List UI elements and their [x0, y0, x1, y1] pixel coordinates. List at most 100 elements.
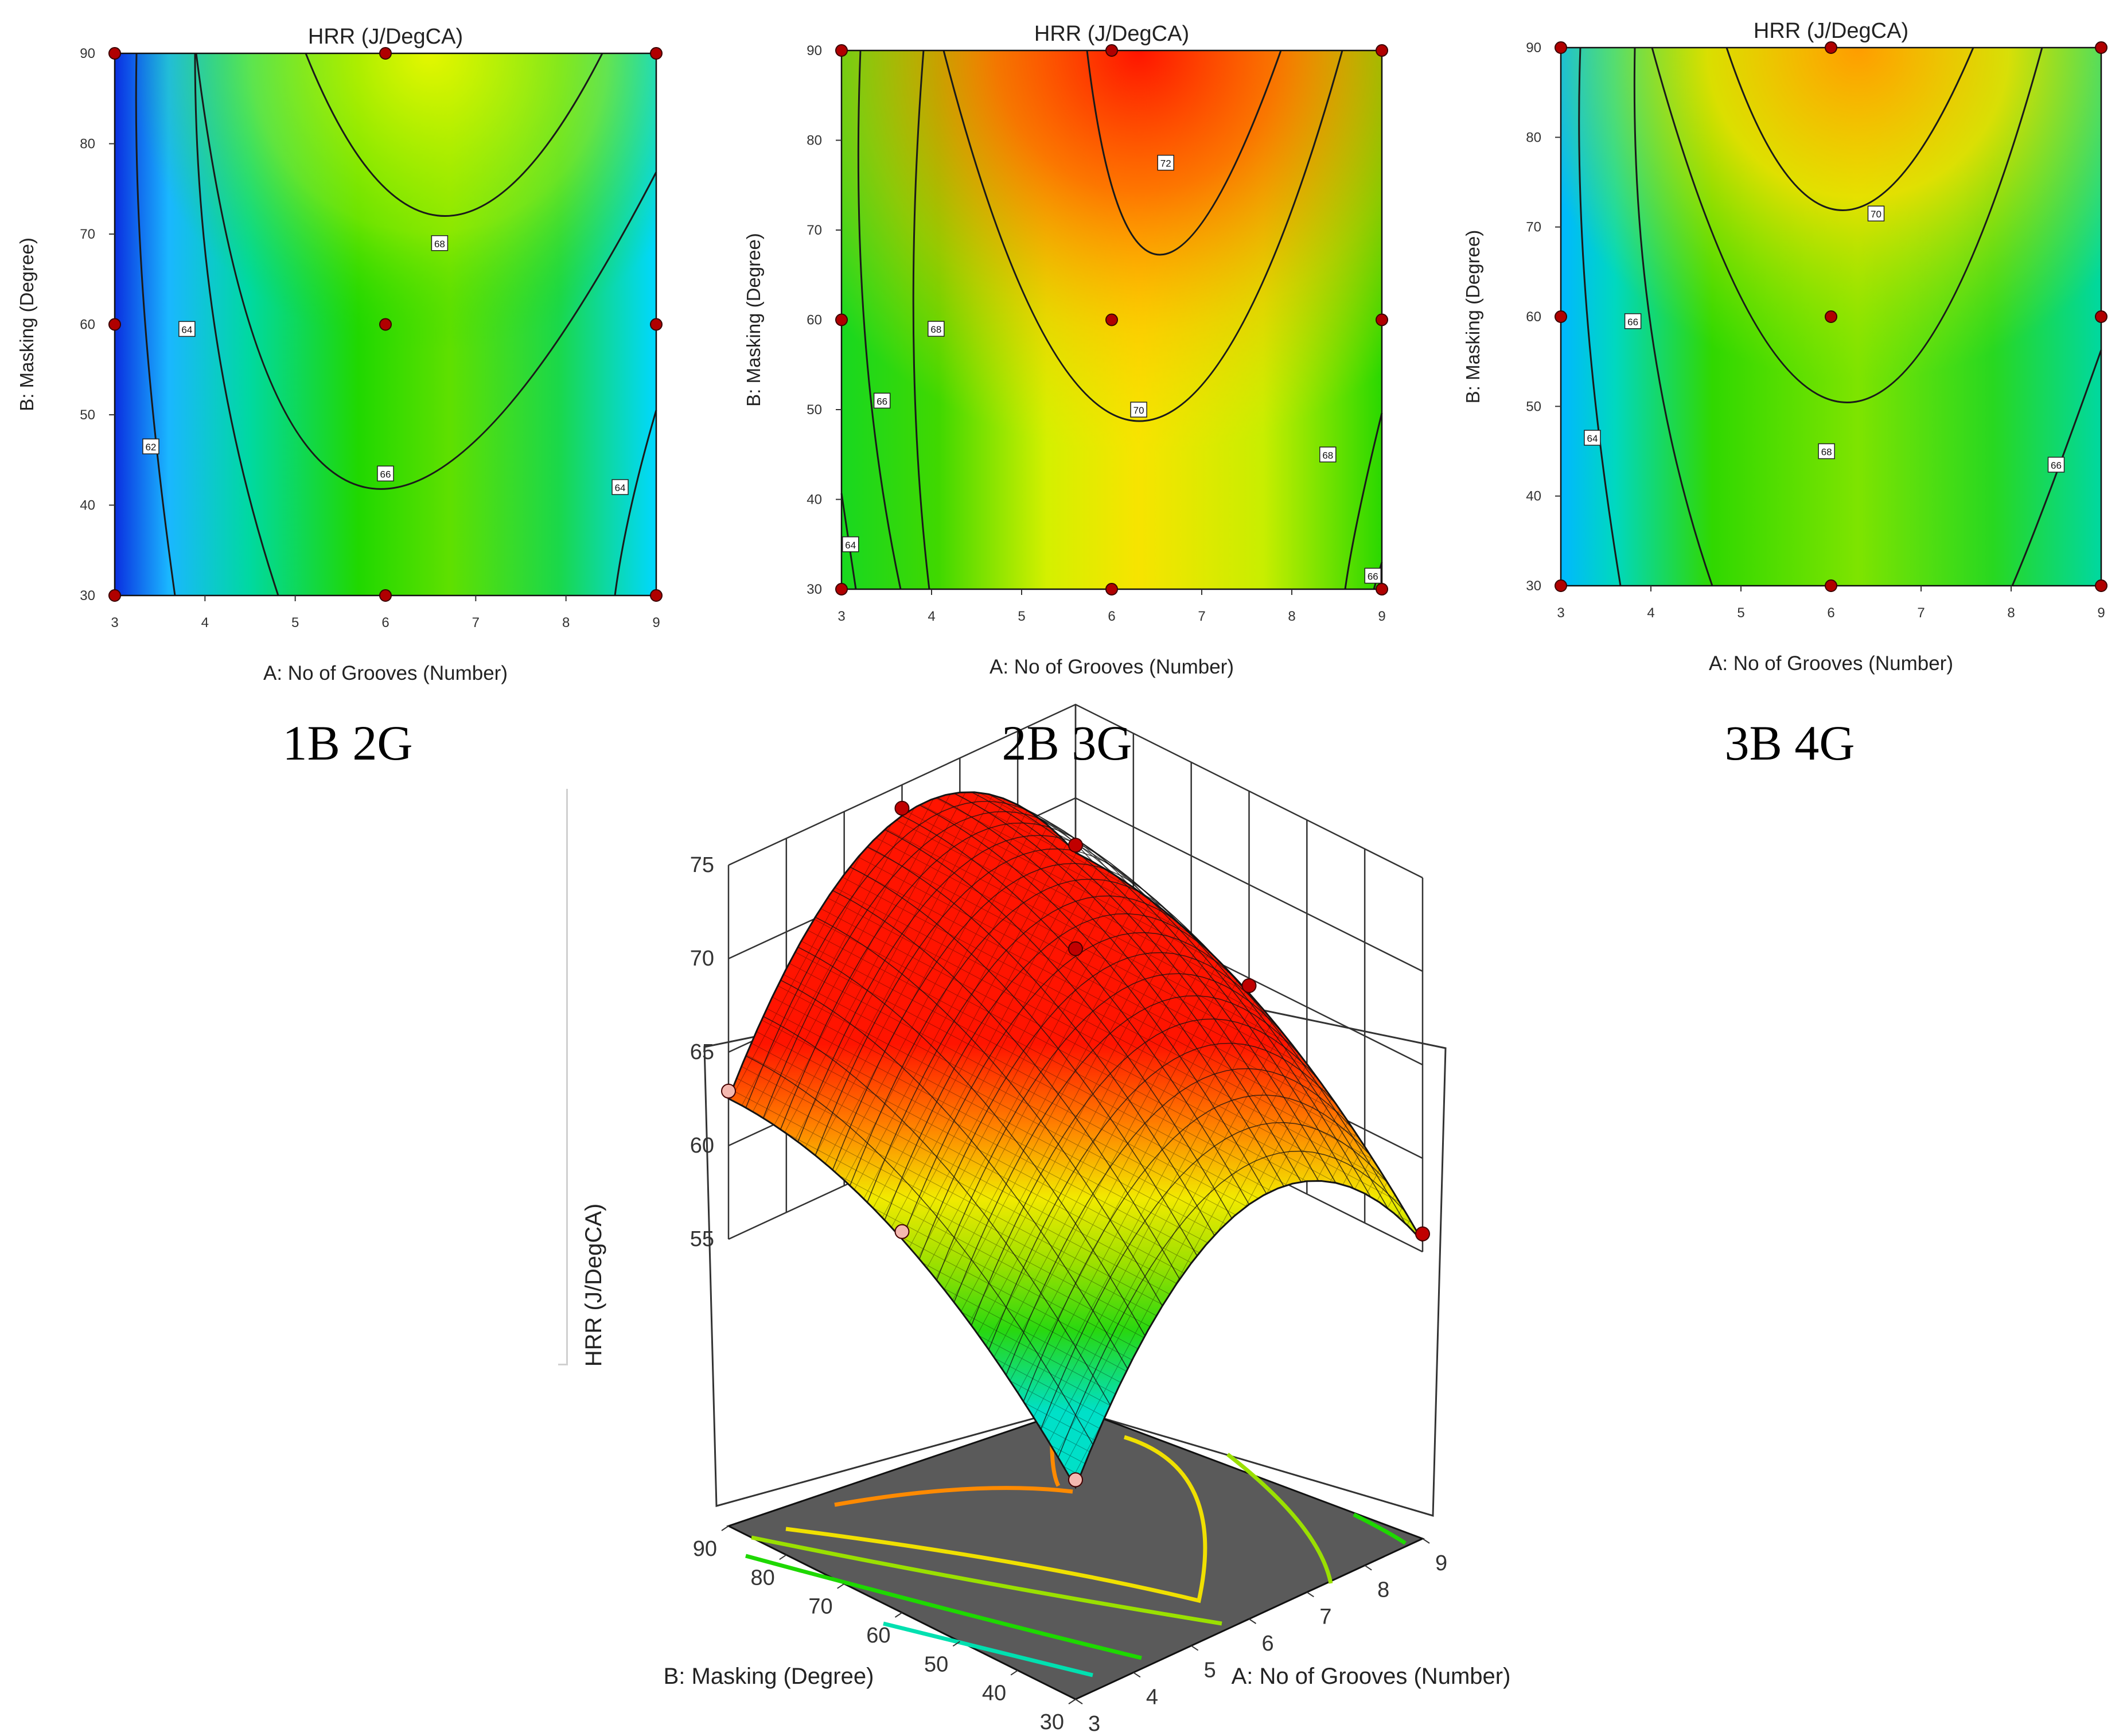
contour-label-box	[873, 392, 891, 409]
y-tick-label: 60	[807, 313, 822, 328]
y-axis-label: B: Masking (Degree)	[664, 1664, 874, 1689]
y-tick-label: 30	[80, 588, 95, 604]
x-axis-label: A: No of Grooves (Number)	[990, 656, 1234, 678]
contour-label: 66	[2051, 460, 2062, 471]
x-tick-label: 3	[837, 609, 845, 624]
contour-line	[1086, 50, 1282, 256]
mesh-line	[867, 895, 1215, 1203]
y-tick-label: 90	[807, 43, 822, 59]
x-tick-label: 9	[1378, 609, 1385, 624]
design-point	[2095, 579, 2107, 592]
contour-line	[1633, 47, 1713, 586]
x-tick-label: 8	[1288, 609, 1295, 624]
z-tick-label: 60	[690, 1134, 714, 1158]
design-point	[894, 1224, 910, 1239]
contour-label-box	[1130, 402, 1147, 418]
z-tick-label: 70	[690, 947, 714, 971]
contour-line	[305, 53, 603, 217]
x-tick-label: 4	[1647, 605, 1654, 621]
mesh-line	[988, 1042, 1337, 1350]
y-tick-label: 90	[80, 46, 95, 61]
contour-label-box	[2047, 457, 2065, 473]
chart-title: HRR (J/DegCA)	[1754, 19, 1908, 43]
contour-label-box	[431, 235, 449, 251]
contour-label-box	[1319, 446, 1337, 462]
x-tick	[1133, 1672, 1141, 1678]
mesh-line	[745, 800, 1093, 1108]
y-axis-label: B: Masking (Degree)	[1462, 230, 1483, 404]
x-tick	[1075, 1699, 1083, 1704]
y-axis-label: B: Masking (Degree)	[16, 238, 37, 411]
contour-label: 64	[181, 324, 192, 335]
surface-mesh	[729, 792, 1423, 1488]
x-tick-label: 3	[1088, 1712, 1100, 1736]
x-axis-label: A: No of Grooves (Number)	[263, 662, 508, 684]
contour-line	[194, 53, 279, 596]
design-point	[108, 318, 121, 331]
design-point	[835, 583, 848, 595]
y-tick-label: 70	[80, 227, 95, 242]
mesh-line	[728, 791, 1076, 1099]
contour-label: 64	[615, 482, 626, 493]
x-tick	[1364, 1564, 1372, 1571]
contour-label: 62	[145, 442, 156, 453]
contour-label: 66	[1368, 571, 1378, 582]
design-point	[1825, 41, 1837, 54]
contour-label-box	[1364, 567, 1382, 584]
x-axis-label: A: No of Grooves (Number)	[1232, 1664, 1511, 1689]
y-tick	[779, 1554, 787, 1560]
y-tick-label: 40	[807, 492, 822, 508]
mesh-line	[971, 1018, 1319, 1326]
x-tick-label: 9	[2097, 605, 2105, 621]
design-point	[1105, 313, 1118, 326]
contour-line	[135, 53, 176, 596]
x-tick-label: 5	[291, 615, 299, 630]
contour-line	[857, 50, 902, 590]
surface-mesh-lines	[728, 791, 1423, 1488]
x-tick-label: 5	[1204, 1659, 1216, 1683]
contour-annotations-3: HRR (J/DegCA) A: No of Grooves (Number) B:…	[1462, 19, 2107, 675]
x-tick-label: 6	[1827, 605, 1834, 621]
x-tick-label: 6	[1262, 1632, 1274, 1656]
mesh-line	[1040, 1122, 1389, 1430]
x-tick-label: 3	[111, 615, 118, 630]
y-tick-label: 90	[693, 1537, 717, 1561]
design-point	[1068, 1472, 1083, 1488]
design-point	[650, 589, 663, 602]
design-point	[721, 1083, 736, 1099]
x-tick-label: 8	[562, 615, 570, 630]
design-point	[1241, 978, 1257, 994]
contour-lines	[135, 47, 2102, 596]
y-tick-label: 80	[751, 1566, 775, 1590]
floor-contours	[745, 1418, 1407, 1677]
design-point	[1825, 579, 1837, 592]
mesh-line	[936, 973, 1284, 1280]
y-tick-label: 60	[1526, 309, 1541, 325]
contour-label: 68	[1821, 447, 1832, 458]
design-point	[379, 589, 392, 602]
mesh-line	[850, 878, 1198, 1186]
y-tick	[894, 1612, 903, 1618]
design-point	[2095, 41, 2107, 54]
mesh-line	[1075, 1180, 1423, 1488]
contour-line	[1725, 47, 1974, 211]
separator-line	[566, 789, 568, 1365]
y-tick-label: 40	[982, 1681, 1006, 1706]
x-tick-label: 6	[1108, 609, 1115, 624]
design-point	[2095, 310, 2107, 323]
contour-line	[1344, 412, 1383, 590]
design-point	[1376, 313, 1388, 326]
design-point	[1068, 941, 1083, 956]
contour-label: 70	[1871, 209, 1881, 220]
contour-line	[2011, 349, 2102, 586]
contour-line	[195, 53, 657, 490]
mesh-line	[1006, 1068, 1354, 1376]
design-point	[1068, 838, 1083, 853]
x-tick-label: 7	[1917, 605, 1925, 621]
contour-label: 68	[930, 324, 941, 335]
contour-line	[912, 50, 930, 590]
y-tick-label: 50	[924, 1652, 948, 1676]
y-tick	[1068, 1699, 1076, 1704]
surface-3d-plot: 55 60 65 70 75 3 4 5 6 7 8 9 30 40 50 60 70 80 90 A: No of …	[581, 703, 1511, 1736]
z-axis-label: HRR (J/DegCA)	[581, 1204, 606, 1367]
